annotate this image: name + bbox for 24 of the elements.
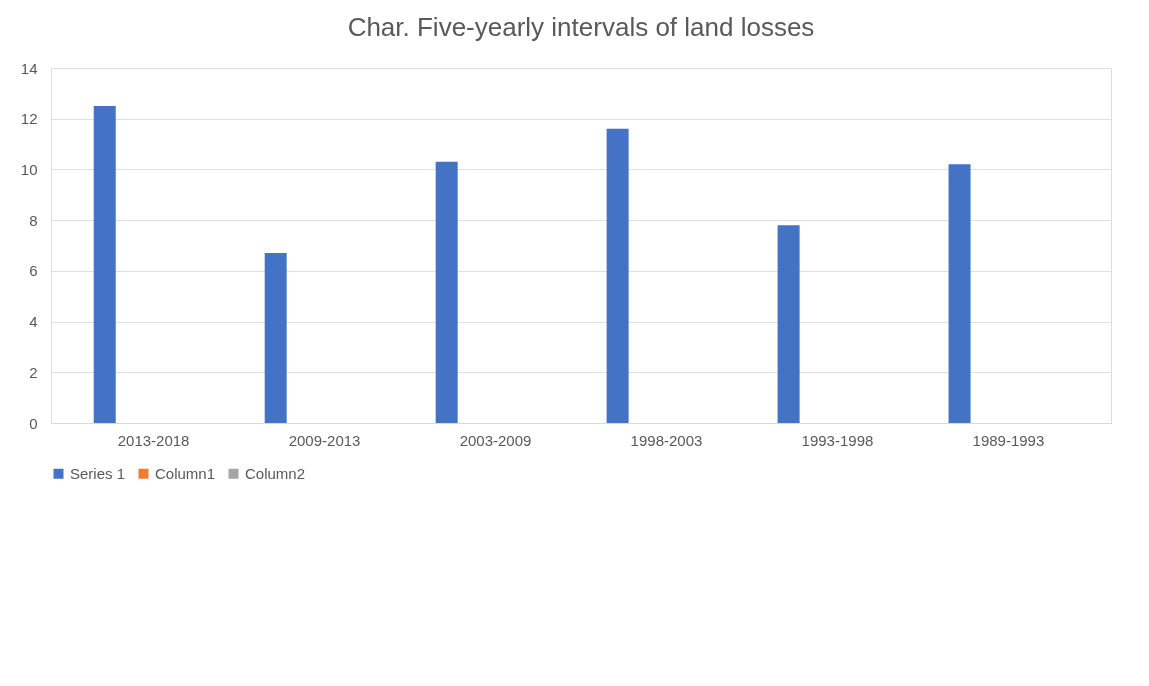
x-tick-label: 2003-2009: [459, 431, 532, 449]
x-tick-label: 1998-2003: [630, 431, 703, 449]
y-tick-label: 6: [29, 262, 38, 280]
y-tick-label: 2: [29, 363, 38, 381]
bar: [264, 253, 287, 423]
x-tick-label: 2009-2013: [288, 431, 361, 449]
x-tick-label: 1989-1993: [972, 431, 1045, 449]
bar: [777, 225, 800, 423]
bar: [948, 164, 971, 423]
y-tick-label: 10: [20, 160, 38, 178]
legend-label: Column1: [155, 464, 216, 482]
bar: [606, 128, 629, 423]
y-tick-label: 12: [20, 110, 38, 128]
x-tick-label: 1993-1998: [801, 431, 874, 449]
y-tick-label: 0: [29, 414, 38, 432]
y-tick-label: 8: [29, 211, 38, 229]
bar: [93, 106, 116, 423]
bar: [435, 161, 458, 423]
legend-label: Series 1: [70, 464, 126, 482]
legend-label: Column2: [245, 464, 306, 482]
y-tick-label: 14: [20, 59, 38, 77]
chart-title: Char. Five-yearly intervals of land losses: [347, 12, 815, 42]
x-tick-label: 2013-2018: [117, 431, 190, 449]
y-tick-label: 4: [29, 313, 38, 331]
